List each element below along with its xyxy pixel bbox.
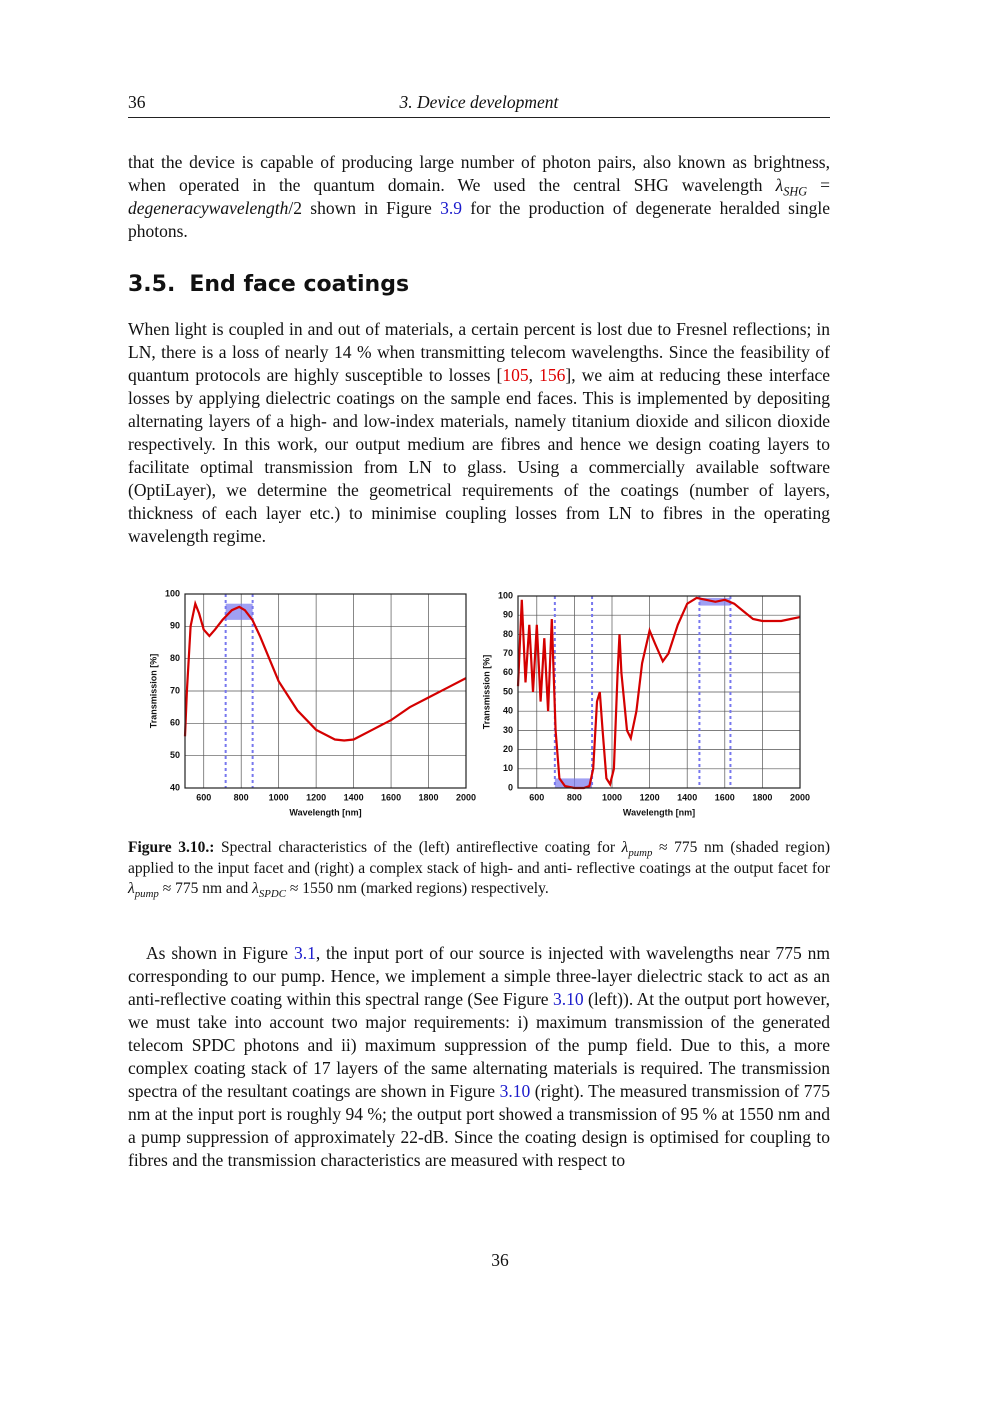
text-run: , bbox=[528, 365, 540, 385]
subscript: SHG bbox=[783, 184, 808, 199]
footer-page: 36 bbox=[491, 1250, 509, 1270]
x-tick-label: 600 bbox=[529, 792, 544, 802]
y-tick-label: 80 bbox=[503, 629, 513, 639]
x-tick-label: 2000 bbox=[790, 792, 810, 802]
y-tick-label: 100 bbox=[165, 588, 180, 598]
reference-link[interactable]: 105 bbox=[502, 365, 529, 385]
x-tick-label: 1600 bbox=[381, 792, 401, 802]
text-run: ≈ 775 nm (shaded region) applied to the … bbox=[128, 839, 830, 877]
x-tick-label: 1400 bbox=[677, 792, 697, 802]
y-tick-label: 0 bbox=[508, 782, 513, 792]
y-tick-label: 30 bbox=[503, 725, 513, 735]
x-tick-label: 1200 bbox=[640, 792, 660, 802]
section-title: End face coatings bbox=[189, 272, 410, 297]
x-tick-label: 600 bbox=[196, 792, 211, 802]
reference-link[interactable]: 3.1 bbox=[293, 943, 316, 963]
x-tick-label: 2000 bbox=[456, 792, 476, 802]
text-run: ≈ 775 nm and bbox=[158, 880, 253, 897]
text-run: As shown in Figure bbox=[146, 943, 294, 963]
paragraph: As shown in Figure 3.1, the input port o… bbox=[128, 942, 830, 1172]
header-title: 3. Device development bbox=[399, 92, 559, 112]
section-number: 3.5. bbox=[128, 272, 176, 297]
y-tick-label: 90 bbox=[503, 610, 513, 620]
y-tick-label: 90 bbox=[170, 621, 180, 631]
text-run: Figure 3.10.: bbox=[128, 839, 215, 856]
x-tick-label: 1800 bbox=[419, 792, 439, 802]
text-run: λ bbox=[252, 880, 259, 897]
reference-link[interactable]: 3.10 bbox=[499, 1081, 531, 1101]
header-page: 36 bbox=[128, 92, 146, 112]
y-tick-label: 50 bbox=[170, 750, 180, 760]
reference-link[interactable]: 3.9 bbox=[440, 198, 462, 218]
x-tick-label: 800 bbox=[234, 792, 249, 802]
paragraph: that the device is capable of producing … bbox=[128, 151, 830, 243]
text-run: degeneracywavelength bbox=[128, 198, 289, 218]
x-tick-label: 1200 bbox=[306, 792, 326, 802]
x-tick-label: 1400 bbox=[344, 792, 364, 802]
text-run: λ bbox=[621, 839, 629, 856]
plot-frame bbox=[517, 595, 801, 789]
x-axis-label: Wavelength [nm] bbox=[289, 807, 361, 817]
y-tick-label: 20 bbox=[503, 744, 513, 754]
text-run: Spectral characteristics of the (left) a… bbox=[214, 839, 622, 856]
text-run: ≈ 1550 nm (marked regions) respectively. bbox=[285, 880, 549, 897]
text-run: /2 shown in Figure bbox=[288, 198, 441, 218]
y-tick-label: 80 bbox=[170, 653, 180, 663]
x-tick-label: 1000 bbox=[602, 792, 622, 802]
data-line bbox=[516, 596, 801, 790]
y-tick-label: 70 bbox=[503, 648, 513, 658]
text-run: ], we aim at reducing these interface lo… bbox=[128, 365, 831, 546]
text-run: λ bbox=[775, 175, 784, 195]
x-tick-label: 800 bbox=[567, 792, 582, 802]
subscript: pump bbox=[134, 888, 159, 901]
marked-region bbox=[225, 603, 253, 620]
text-run: = bbox=[807, 175, 831, 195]
y-axis-label: Transmission [%] bbox=[148, 654, 158, 729]
y-tick-label: 40 bbox=[170, 782, 180, 792]
y-tick-label: 60 bbox=[170, 718, 180, 728]
y-tick-label: 10 bbox=[503, 763, 513, 773]
caption: Figure 3.10.: Spectral characteristics o… bbox=[128, 838, 830, 900]
data-line bbox=[183, 599, 467, 742]
subscript: pump bbox=[628, 847, 653, 860]
text-run: that the device is capable of producing … bbox=[128, 152, 830, 195]
y-tick-label: 100 bbox=[498, 590, 513, 600]
y-tick-label: 40 bbox=[503, 706, 513, 716]
y-tick-label: 50 bbox=[503, 686, 513, 696]
text-run: (right). The measured transmission of 77… bbox=[128, 1081, 830, 1170]
x-tick-label: 1600 bbox=[715, 792, 735, 802]
text-run: When light is coupled in and out of mate… bbox=[128, 319, 830, 385]
y-axis-label: Transmission [%] bbox=[481, 655, 491, 730]
y-tick-label: 60 bbox=[503, 667, 513, 677]
text-run: for the production of degenerate heralde… bbox=[128, 198, 830, 241]
x-axis-label: Wavelength [nm] bbox=[623, 807, 695, 817]
marked-region bbox=[554, 778, 593, 788]
subscript: SPDC bbox=[258, 888, 286, 901]
x-tick-label: 1800 bbox=[752, 792, 772, 802]
x-tick-label: 1000 bbox=[269, 792, 289, 802]
plot-frame bbox=[184, 593, 467, 789]
text-run: (left)). At the output port however, we … bbox=[128, 989, 830, 1101]
reference-link[interactable]: 156 bbox=[539, 365, 566, 385]
section-heading: 3.5. End face coatings bbox=[128, 272, 409, 297]
paragraph: When light is coupled in and out of mate… bbox=[128, 318, 830, 548]
header-rule bbox=[128, 117, 830, 118]
text-run: λ bbox=[128, 880, 135, 897]
y-tick-label: 70 bbox=[170, 685, 180, 695]
reference-link[interactable]: 3.10 bbox=[552, 989, 584, 1009]
text-run: , the input port of our source is inject… bbox=[128, 943, 830, 1009]
